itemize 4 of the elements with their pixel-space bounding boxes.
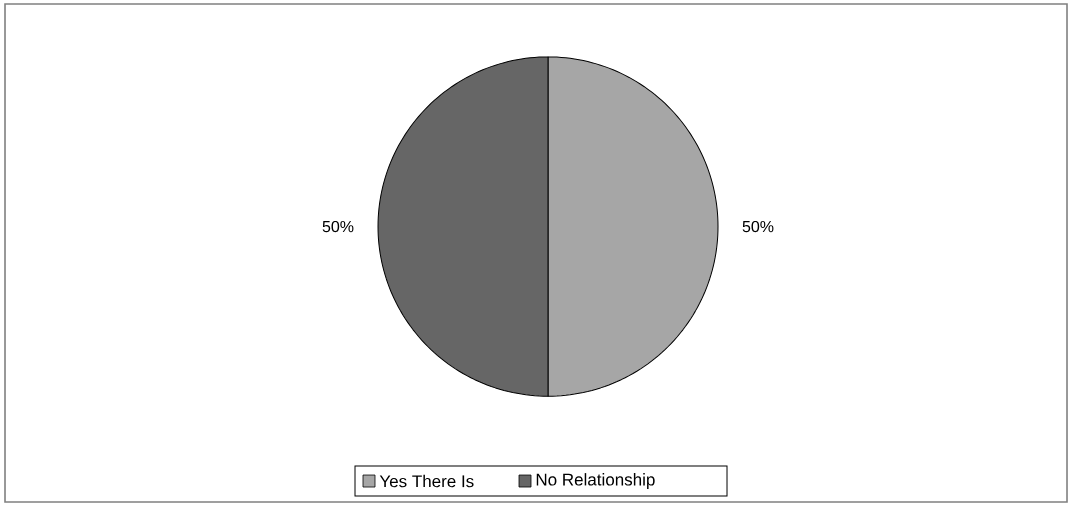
legend-label: No Relationship <box>536 473 655 489</box>
data-label: 50% <box>322 220 354 233</box>
legend-label: Yes There Is <box>379 474 474 488</box>
data-label: 50% <box>742 220 774 233</box>
